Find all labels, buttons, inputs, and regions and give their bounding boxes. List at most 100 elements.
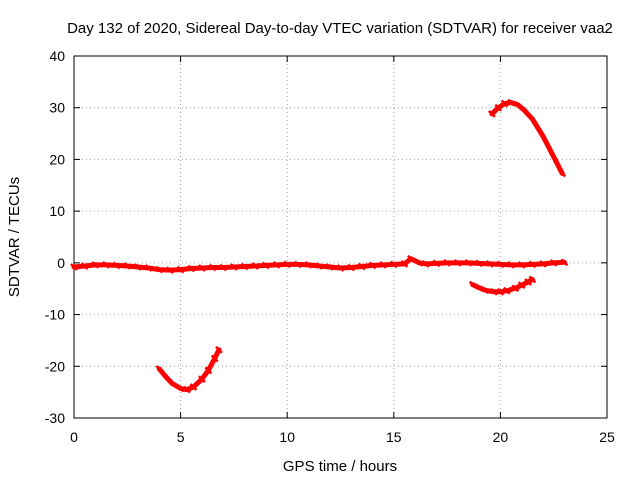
data-point [166,266,174,274]
x-tick-label: 25 [599,429,615,445]
series-arc-evening-negative [468,275,537,296]
data-point [283,260,292,269]
data-point [325,263,334,271]
data-point [475,259,483,268]
data-point [511,284,520,293]
y-tick-label: 20 [49,151,65,167]
data-point [517,261,526,269]
data-point [155,364,164,373]
data-point [91,261,100,269]
y-axis-label: SDTVAR / TECUs [6,177,23,297]
data-point [304,261,313,269]
data-point [468,280,477,289]
data-point [389,260,398,269]
data-point [415,258,424,267]
data-point [379,261,388,269]
data-point [251,262,260,270]
series-arc-morning [155,345,223,394]
data-point [421,260,430,268]
plot-frame [73,55,608,419]
data-point [293,260,302,269]
data-point [507,98,515,107]
data-point [198,375,206,384]
data-point [494,103,503,112]
data-series [70,98,569,394]
data-point [549,152,558,161]
data-point [144,264,153,272]
axis-ticks: 0 5 10 15 20 25 -30 -20 -10 0 10 20 30 40 [45,48,615,445]
data-point [102,261,110,269]
data-point [204,366,213,375]
x-tick-label: 15 [386,429,402,445]
x-axis-label: GPS time / hours [283,458,397,475]
data-point [560,258,569,267]
data-point [558,169,567,178]
y-tick-label: 40 [49,48,65,64]
x-tick-label: 20 [493,429,509,445]
data-point [432,259,441,268]
data-point [490,287,498,296]
data-point [198,264,206,272]
data-point [443,258,451,267]
series-arc-evening-positive [487,98,567,178]
data-point [168,379,176,388]
data-point [406,254,415,263]
data-point [507,261,515,269]
data-point [219,263,228,272]
x-tick-label: 10 [279,429,295,445]
y-tick-label: 10 [49,203,65,219]
data-point [261,261,270,270]
y-tick-label: -30 [45,410,65,426]
data-point [336,264,345,272]
data-point [80,262,89,270]
data-point [502,286,511,295]
y-tick-label: 0 [57,255,65,271]
data-point [155,265,164,274]
data-point [528,275,537,284]
series-main-near-zero [70,254,569,274]
x-tick-label: 5 [177,429,185,445]
chart-title: Day 132 of 2020, Sidereal Day-to-day VTE… [67,20,613,37]
data-point [524,278,532,286]
data-point [208,263,217,272]
data-point [240,262,249,271]
data-point [357,262,366,271]
data-point [347,263,356,272]
data-point [496,287,505,296]
data-point [123,262,132,270]
x-tick-label: 0 [70,429,78,445]
data-point [70,263,78,271]
y-tick-label: 30 [49,100,65,116]
data-point [513,100,522,109]
data-point [500,99,509,108]
data-point [210,354,219,363]
y-tick-label: -10 [45,307,65,323]
data-point [485,260,494,268]
data-point [453,258,462,267]
data-point [183,385,191,394]
data-point [539,132,547,141]
series-line [470,276,535,295]
data-point [176,384,185,393]
data-point [528,260,537,269]
data-point [400,260,409,268]
data-point [539,260,547,268]
data-point [315,262,324,270]
data-point [519,105,528,114]
data-point [464,258,473,267]
data-point [528,115,537,123]
data-point [496,260,505,269]
data-point [487,110,496,118]
data-point [230,263,238,271]
data-point [189,383,198,391]
data-point [368,261,377,270]
data-point [187,264,196,273]
data-point [272,261,281,269]
data-point [475,283,483,292]
data-point [517,281,526,289]
data-point [481,286,490,295]
data-point [161,372,170,381]
